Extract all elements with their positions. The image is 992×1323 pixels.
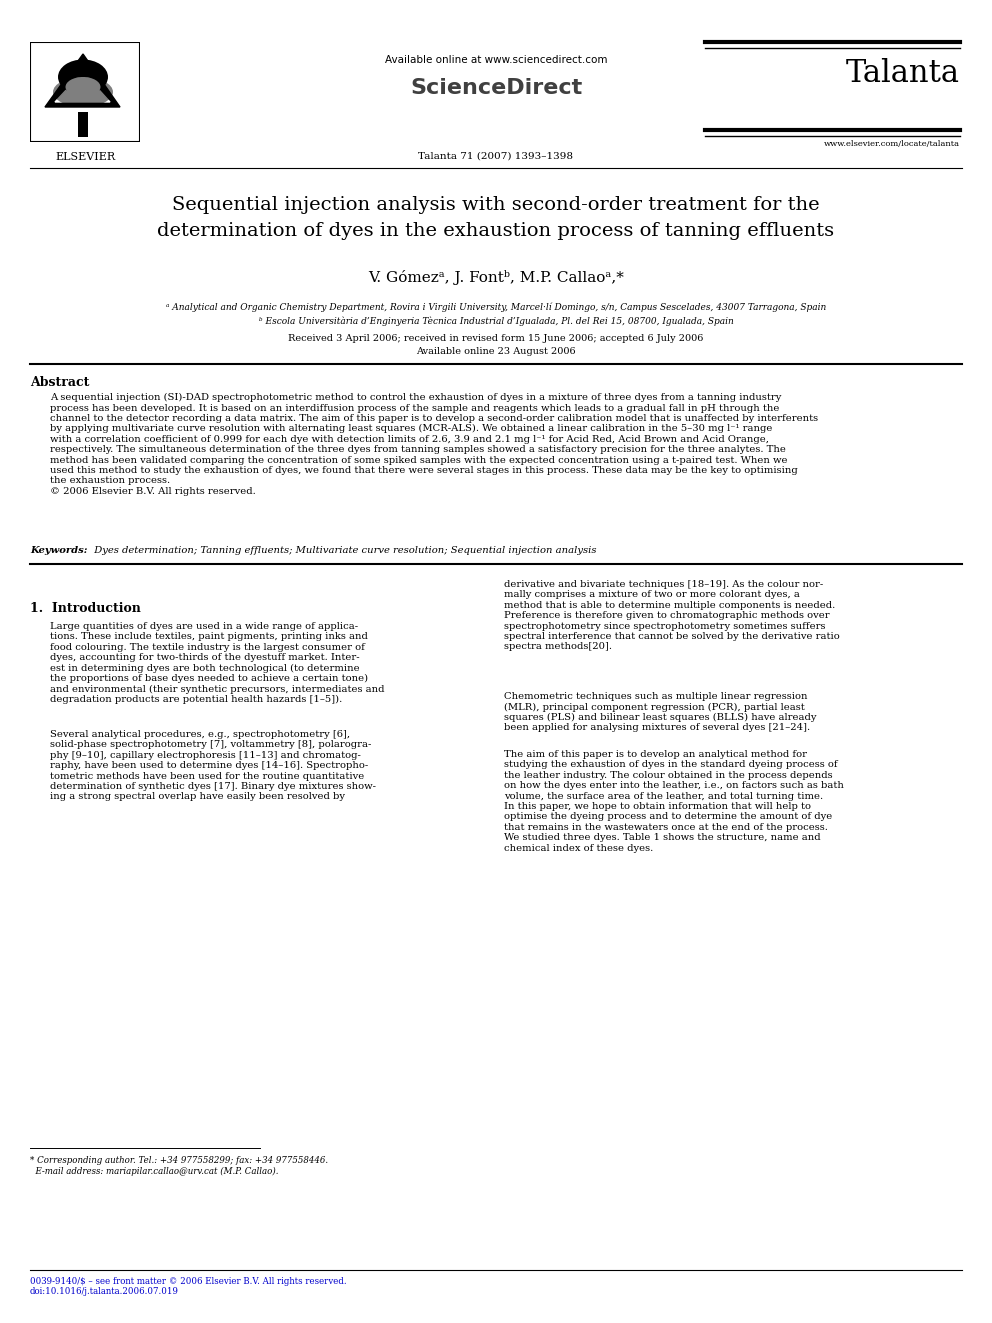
Text: A sequential injection (SI)-DAD spectrophotometric method to control the exhaust: A sequential injection (SI)-DAD spectrop… bbox=[50, 393, 818, 496]
Text: Keywords:: Keywords: bbox=[30, 546, 87, 556]
Ellipse shape bbox=[53, 77, 113, 107]
Text: ScienceDirect: ScienceDirect bbox=[410, 78, 582, 98]
Text: 0039-9140/$ – see front matter © 2006 Elsevier B.V. All rights reserved.
doi:10.: 0039-9140/$ – see front matter © 2006 El… bbox=[30, 1277, 346, 1297]
Text: Chemometric techniques such as multiple linear regression
(MLR), principal compo: Chemometric techniques such as multiple … bbox=[504, 692, 816, 733]
Ellipse shape bbox=[58, 60, 108, 94]
Text: The aim of this paper is to develop an analytical method for
studying the exhaus: The aim of this paper is to develop an a… bbox=[504, 750, 844, 852]
Text: Large quantities of dyes are used in a wide range of applica-
tions. These inclu: Large quantities of dyes are used in a w… bbox=[50, 622, 385, 704]
Text: Dyes determination; Tanning effluents; Multivariate curve resolution; Sequential: Dyes determination; Tanning effluents; M… bbox=[88, 546, 596, 556]
Text: * Corresponding author. Tel.: +34 977558299; fax: +34 977558446.
  E-mail addres: * Corresponding author. Tel.: +34 977558… bbox=[30, 1156, 328, 1176]
Text: Several analytical procedures, e.g., spectrophotometry [6],
solid-phase spectrop: Several analytical procedures, e.g., spe… bbox=[50, 730, 376, 802]
Text: www.elsevier.com/locate/talanta: www.elsevier.com/locate/talanta bbox=[824, 140, 960, 148]
Text: Sequential injection analysis with second-order treatment for the: Sequential injection analysis with secon… bbox=[173, 196, 819, 214]
Text: 1.  Introduction: 1. Introduction bbox=[30, 602, 141, 615]
Text: Received 3 April 2006; received in revised form 15 June 2006; accepted 6 July 20: Received 3 April 2006; received in revis… bbox=[289, 333, 703, 343]
Text: Available online at www.sciencedirect.com: Available online at www.sciencedirect.co… bbox=[385, 56, 607, 65]
Bar bbox=[78, 112, 88, 138]
Text: determination of dyes in the exhaustion process of tanning effluents: determination of dyes in the exhaustion … bbox=[158, 222, 834, 239]
Polygon shape bbox=[45, 54, 120, 107]
Text: V. Gómezᵃ, J. Fontᵇ, M.P. Callaoᵃ,*: V. Gómezᵃ, J. Fontᵇ, M.P. Callaoᵃ,* bbox=[368, 270, 624, 284]
Polygon shape bbox=[55, 71, 110, 102]
Text: ELSEVIER: ELSEVIER bbox=[55, 152, 115, 161]
Ellipse shape bbox=[65, 77, 100, 97]
Text: Abstract: Abstract bbox=[30, 376, 89, 389]
Text: ᵇ Escola Universitària d’Enginyeria Tècnica Industrial d’Igualada, Pl. del Rei 1: ᵇ Escola Universitària d’Enginyeria Tècn… bbox=[259, 316, 733, 325]
Text: Talanta: Talanta bbox=[846, 58, 960, 89]
Text: derivative and bivariate techniques [18–19]. As the colour nor-
mally comprises : derivative and bivariate techniques [18–… bbox=[504, 579, 840, 651]
Text: Talanta 71 (2007) 1393–1398: Talanta 71 (2007) 1393–1398 bbox=[419, 152, 573, 161]
Text: ᵃ Analytical and Organic Chemistry Department, Rovira i Virgili University, Marc: ᵃ Analytical and Organic Chemistry Depar… bbox=[166, 302, 826, 311]
Text: Available online 23 August 2006: Available online 23 August 2006 bbox=[417, 347, 575, 356]
